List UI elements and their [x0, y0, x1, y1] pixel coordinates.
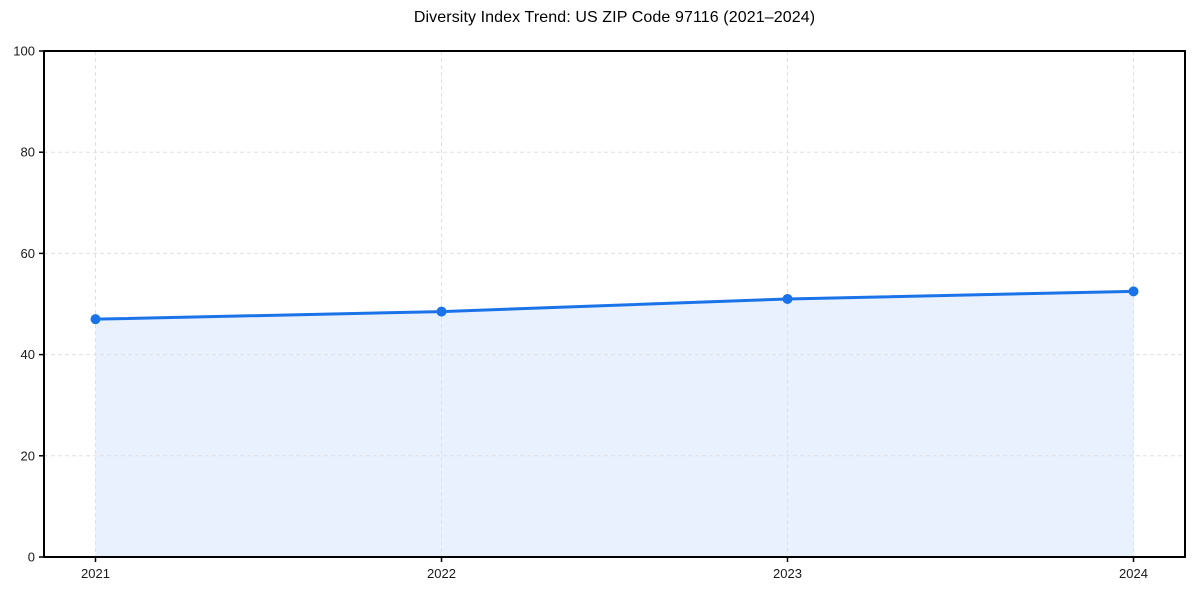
svg-text:2022: 2022 [427, 566, 456, 581]
chart-title: Diversity Index Trend: US ZIP Code 97116… [413, 9, 816, 26]
svg-text:20: 20 [21, 448, 35, 463]
svg-text:2023: 2023 [773, 566, 802, 581]
svg-text:80: 80 [21, 145, 35, 160]
svg-text:60: 60 [21, 246, 35, 261]
svg-text:2021: 2021 [81, 566, 110, 581]
svg-text:2024: 2024 [1119, 566, 1148, 581]
svg-text:0: 0 [28, 550, 35, 565]
svg-text:100: 100 [13, 44, 35, 59]
svg-text:40: 40 [21, 347, 35, 362]
